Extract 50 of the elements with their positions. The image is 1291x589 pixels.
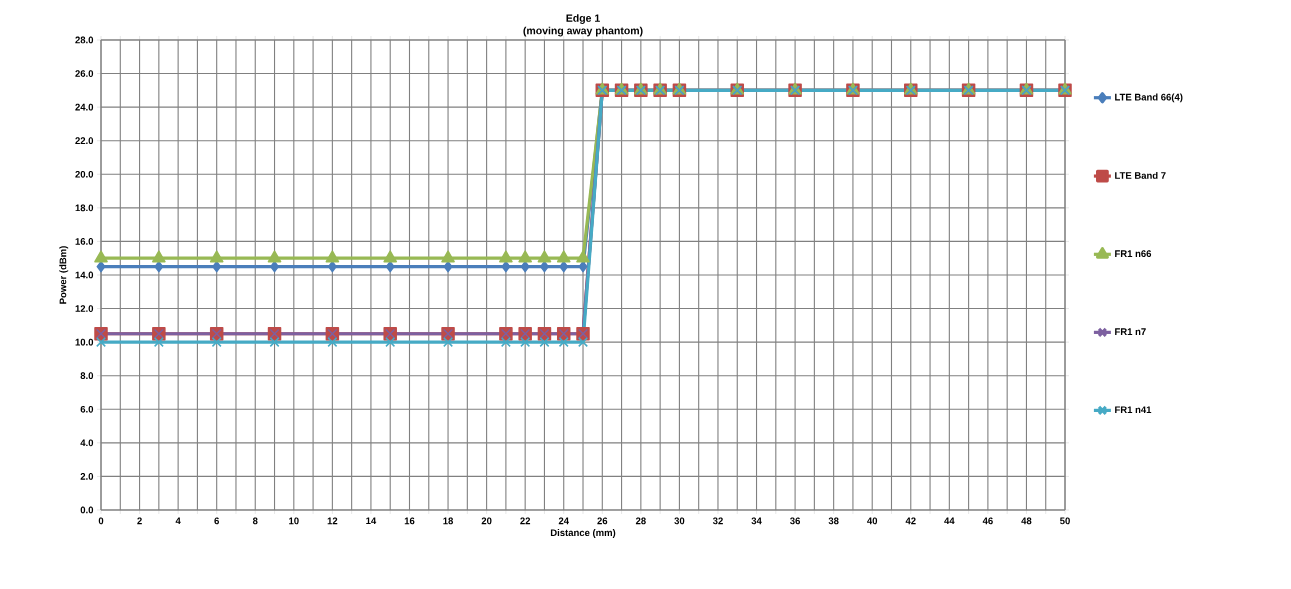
- x-tick-label: 40: [867, 517, 878, 525]
- y-tick-label: 4.0: [80, 439, 94, 447]
- x-tick-label: 38: [828, 517, 839, 525]
- y-tick-label: 12.0: [75, 305, 94, 312]
- x-tick-label: 8: [252, 517, 258, 525]
- x-tick-label: 10: [289, 517, 299, 525]
- x-tick-label: 30: [674, 517, 685, 525]
- y-tick-label: 24.0: [75, 103, 94, 111]
- x-tick-label: 16: [404, 517, 415, 525]
- x-tick-label: 48: [1021, 517, 1032, 525]
- legend-label: FR1 n7: [1115, 328, 1146, 335]
- x-tick-label: 22: [520, 517, 531, 525]
- y-tick-label: 22.0: [75, 137, 94, 145]
- y-tick-label: 26.0: [75, 70, 94, 77]
- x-tick-label: 42: [905, 517, 916, 525]
- y-tick-label: 18.0: [75, 204, 94, 212]
- legend-label: LTE Band 66(4): [1115, 93, 1183, 103]
- x-tick-label: 32: [712, 517, 723, 525]
- x-tick-label: 36: [790, 517, 801, 525]
- chart-subtitle: (moving away phantom): [523, 26, 643, 37]
- x-tick-label: 14: [366, 517, 377, 525]
- y-tick-label: 8.0: [80, 372, 94, 380]
- legend-label: LTE Band 7: [1115, 171, 1166, 179]
- x-tick-label: 12: [327, 517, 338, 525]
- x-tick-label: 0: [98, 517, 104, 525]
- y-tick-label: 10.0: [75, 338, 94, 346]
- y-tick-label: 16.0: [75, 238, 94, 245]
- x-tick-label: 50: [1060, 517, 1070, 525]
- x-tick-label: 20: [481, 517, 492, 525]
- x-tick-label: 18: [443, 517, 454, 525]
- y-tick-label: 2.0: [80, 473, 94, 480]
- x-tick-label: 24: [558, 517, 569, 525]
- x-tick-label: 44: [944, 517, 955, 525]
- legend-label: FR1 n41: [1115, 406, 1152, 413]
- x-tick-label: 34: [751, 517, 762, 525]
- x-tick-label: 2: [137, 517, 142, 525]
- x-axis-title: Distance (mm): [550, 529, 616, 538]
- legend-label: FR1 n66: [1115, 250, 1152, 257]
- y-axis-title: Power (dBm): [59, 246, 69, 304]
- y-tick-label: 0.0: [80, 506, 94, 514]
- y-tick-label: 28.0: [75, 36, 94, 44]
- y-tick-label: 20.0: [75, 170, 94, 178]
- x-tick-label: 26: [597, 517, 608, 525]
- x-tick-label: 28: [635, 517, 646, 525]
- x-tick-label: 46: [982, 517, 993, 525]
- y-tick-label: 14.0: [75, 271, 94, 279]
- x-tick-label: 4: [175, 517, 181, 525]
- chart-title: Edge 1: [566, 14, 600, 24]
- x-tick-label: 6: [214, 517, 219, 525]
- y-tick-label: 6.0: [80, 405, 94, 413]
